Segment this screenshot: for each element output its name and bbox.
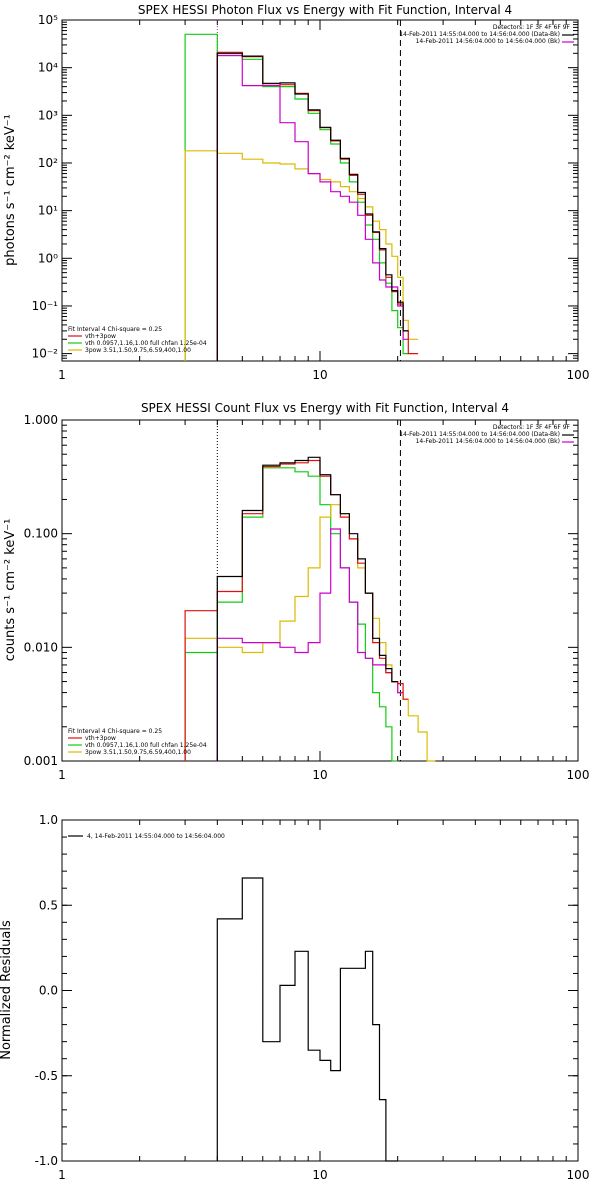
x-tick-label: 10 [312,368,327,382]
legend-vth: vth 0.0957,1.16,1.00 full chfan 1.25e-04 [85,742,207,749]
residuals-legend: 4, 14-Feb-2011 14:55:04.000 to 14:56:04.… [68,833,225,840]
count-flux-legend: Fit Interval 4 Chi-square = 0.25 vth+3po… [68,434,574,756]
photon-flux-axes: 1 10 100 10⁻² 10⁻¹ 10⁰ 10¹ 10² 10³ 10⁴ 10⁵ [32,13,590,382]
photon-flux-panel: SPEX HESSI Photon Flux vs Energy with Fi… [3,3,589,382]
photon-flux-info: Detectors: 1F 3F 4F 6F 9F 14-Feb-2011 14… [399,24,570,45]
series-vth_3pow [184,459,409,761]
y-tick-label: 0.5 [39,898,58,912]
x-tick-label: 10 [312,768,327,782]
residuals-interval-text: 4, 14-Feb-2011 14:55:04.000 to 14:56:04.… [87,833,225,840]
bk-interval-text: 14-Feb-2011 14:56:04.000 to 14:56:04.000… [416,438,560,445]
series-bk [216,528,404,761]
photon-flux-legend: Fit Interval 4 Chi-square = 0.25 vth+3po… [68,34,574,354]
legend-vth: vth 0.0957,1.16,1.00 full chfan 1.25e-04 [85,340,207,347]
x-tick-label: 1 [58,1168,66,1182]
count-flux-ylabel: counts s⁻¹ cm⁻² keV⁻¹ [3,519,18,662]
legend-title: Fit Interval 4 Chi-square = 0.25 [68,326,162,333]
legend-3pow: 3pow 3.51,1.50,9.75,6.59,400,1.00 [85,347,191,354]
residuals-axes: 1 10 100 -1.0 -0.5 0.0 0.5 1.0 [35,813,590,1182]
y-tick-label: -0.5 [35,1069,58,1083]
x-tick-label: 100 [567,1168,590,1182]
x-tick-label: 1 [58,768,66,782]
series-vth_3pow [216,51,419,361]
data-interval-text: 14-Feb-2011 14:55:04.000 to 14:56:04.000… [399,31,560,38]
series-vth [184,33,409,361]
count-flux-title: SPEX HESSI Count Flux vs Energy with Fit… [141,401,509,415]
bk-interval-text: 14-Feb-2011 14:56:04.000 to 14:56:04.000… [416,38,560,45]
y-tick-label: 10⁴ [38,61,58,75]
series-total [216,456,398,761]
x-tick-label: 100 [567,368,590,382]
x-tick-label: 10 [312,1168,327,1182]
photon-flux-frame [61,19,579,362]
residuals-frame [61,819,579,1162]
y-tick-label: 10³ [38,108,58,122]
y-tick-label: 0.001 [24,754,58,768]
residuals-panel: Normalized Residuals 1 10 100 -1.0 -0.5 0.0 0.… [0,813,589,1182]
y-tick-label: 0.100 [24,527,58,541]
x-tick-label: 100 [567,768,590,782]
legend-3pow: 3pow 3.51,1.50,9.75,6.59,400,1.00 [85,749,191,756]
photon-flux-series [184,20,419,361]
y-tick-label: 1.0 [39,813,58,827]
photon-flux-title: SPEX HESSI Photon Flux vs Energy with Fi… [138,3,512,17]
count-flux-panel: SPEX HESSI Count Flux vs Energy with Fit… [3,401,589,782]
y-tick-label: 10¹ [38,204,58,218]
series-pow [184,150,419,361]
count-flux-info: Detectors: 1F 3F 4F 6F 9F 14-Feb-2011 14… [399,424,570,445]
y-tick-label: 10⁻¹ [32,299,59,313]
y-tick-label: 10⁻² [32,347,59,361]
residuals-series [216,877,398,1162]
y-tick-label: -1.0 [35,1154,58,1168]
y-tick-label: 0.010 [24,640,58,654]
y-tick-label: 0.0 [39,984,58,998]
data-interval-text: 14-Feb-2011 14:55:04.000 to 14:56:04.000… [399,431,560,438]
series-total [216,877,398,1162]
detectors-text: Detectors: 1F 3F 4F 6F 9F [493,424,571,431]
legend-vth3pow: vth+3pow [85,333,116,340]
residuals-ylabel: Normalized Residuals [0,920,14,1060]
legend-title: Fit Interval 4 Chi-square = 0.25 [68,728,162,735]
series-total [216,52,409,361]
x-tick-label: 1 [58,368,66,382]
series-vth [184,467,398,762]
count-flux-axes: 1 10 100 0.001 0.010 0.100 1.000 [24,413,590,782]
series-bk [216,54,409,361]
y-tick-label: 10⁰ [38,251,58,265]
legend-vth3pow: vth+3pow [85,735,116,742]
detectors-text: Detectors: 1F 3F 4F 6F 9F [493,24,571,31]
photon-flux-ylabel: photons s⁻¹ cm⁻² keV⁻¹ [3,114,18,266]
y-tick-label: 10⁵ [38,13,58,27]
count-flux-series [184,420,436,762]
y-tick-label: 1.000 [24,413,58,427]
series-pow [184,504,436,762]
y-tick-label: 10² [38,156,58,170]
